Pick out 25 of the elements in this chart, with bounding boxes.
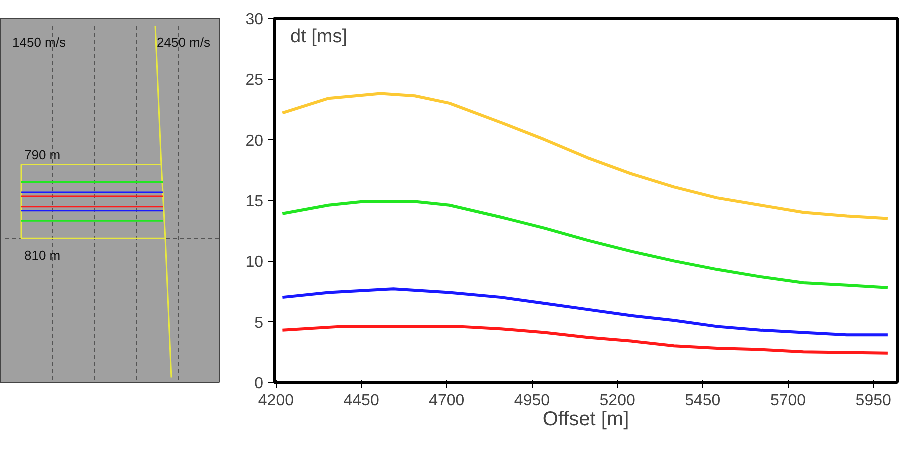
line-series xyxy=(281,288,890,337)
text: 2450 m/s xyxy=(157,34,211,50)
y-tick-label: 15 xyxy=(246,194,264,210)
text: 790 m xyxy=(24,148,61,163)
x-tick-label: 5700 xyxy=(770,392,806,410)
y-tick-label: 25 xyxy=(246,72,264,90)
y-axis-title: dt [ms] xyxy=(290,26,348,48)
line-series xyxy=(281,325,890,355)
y-tick-label: 5 xyxy=(254,314,264,332)
y-tick-label: 0 xyxy=(254,376,264,392)
x-axis-title: Offset [m] xyxy=(542,408,630,430)
x-tick-label: 5200 xyxy=(600,392,636,410)
x-tick-label: 4200 xyxy=(258,392,294,410)
x-tick-label: 4450 xyxy=(344,392,380,410)
text: 810 m xyxy=(24,248,61,263)
x-tick-label: 4700 xyxy=(429,392,465,410)
x-tick-label: 5450 xyxy=(685,392,721,410)
x-tick-label: 5950 xyxy=(856,392,892,410)
y-tick-label: 30 xyxy=(246,12,264,28)
y-tick-label: 20 xyxy=(246,132,264,150)
y-tick-label: 10 xyxy=(246,254,264,272)
x-tick-label: 4950 xyxy=(514,392,550,410)
line-series xyxy=(281,92,890,220)
text: 1450 m/s xyxy=(12,34,66,50)
line-series xyxy=(281,200,890,290)
